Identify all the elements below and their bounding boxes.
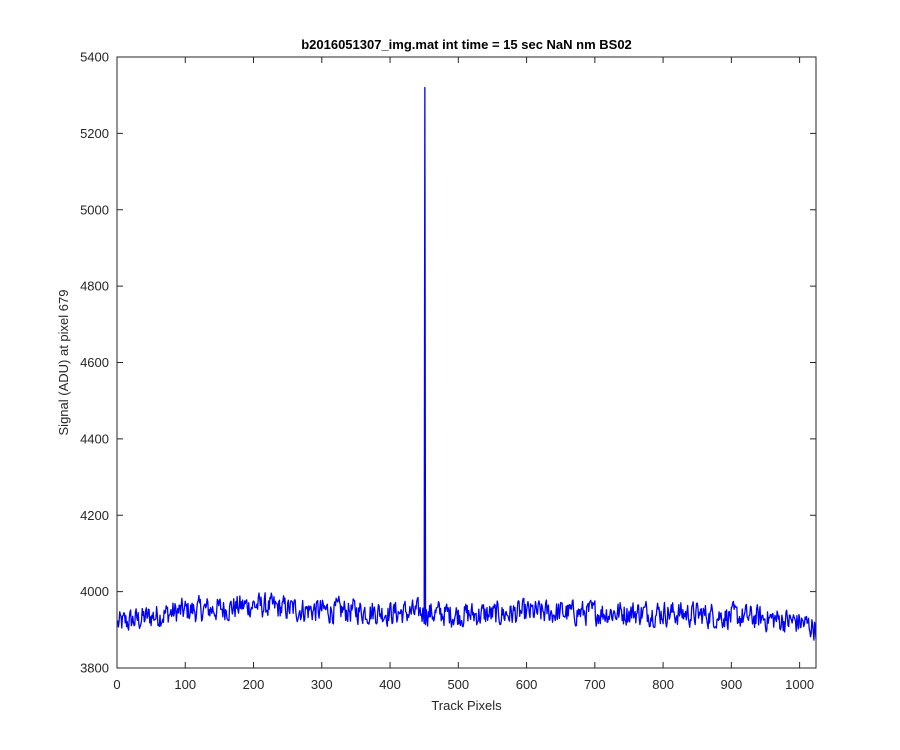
x-tick-label: 600 [516, 677, 538, 692]
y-tick-label: 5400 [80, 50, 109, 65]
y-tick-label: 4600 [80, 355, 109, 370]
x-tick-label: 0 [113, 677, 120, 692]
x-tick-labels: 0 100 200 300 400 500 600 700 800 900 1000 [113, 677, 814, 692]
y-axis-label: Signal (ADU) at pixel 679 [56, 290, 71, 436]
y-tick-labels: 3800 4000 4200 4400 4600 4800 5000 5200 5400 [80, 50, 109, 676]
x-tick-label: 100 [174, 677, 196, 692]
x-tick-label: 300 [311, 677, 333, 692]
y-tick-label: 4000 [80, 584, 109, 599]
x-tick-label: 500 [447, 677, 469, 692]
x-tick-label: 800 [652, 677, 674, 692]
y-tick-label: 4200 [80, 508, 109, 523]
y-tick-label: 3800 [80, 661, 109, 676]
y-tick-label: 5000 [80, 202, 109, 217]
x-axis-label: Track Pixels [431, 698, 502, 713]
y-tick-label: 4400 [80, 431, 109, 446]
y-tick-label: 5200 [80, 126, 109, 141]
x-tick-label: 200 [243, 677, 265, 692]
y-tick-label: 4800 [80, 279, 109, 294]
x-tick-label: 700 [584, 677, 606, 692]
series-line-signal [117, 86, 817, 641]
plot-background [117, 57, 816, 668]
series-layer [117, 86, 817, 641]
plot-frame [116, 56, 817, 669]
x-tick-label: 900 [721, 677, 743, 692]
x-tick-label: 400 [379, 677, 401, 692]
x-tick-label: 1000 [785, 677, 814, 692]
chart-title: b2016051307_img.mat int time = 15 sec Na… [301, 37, 632, 52]
